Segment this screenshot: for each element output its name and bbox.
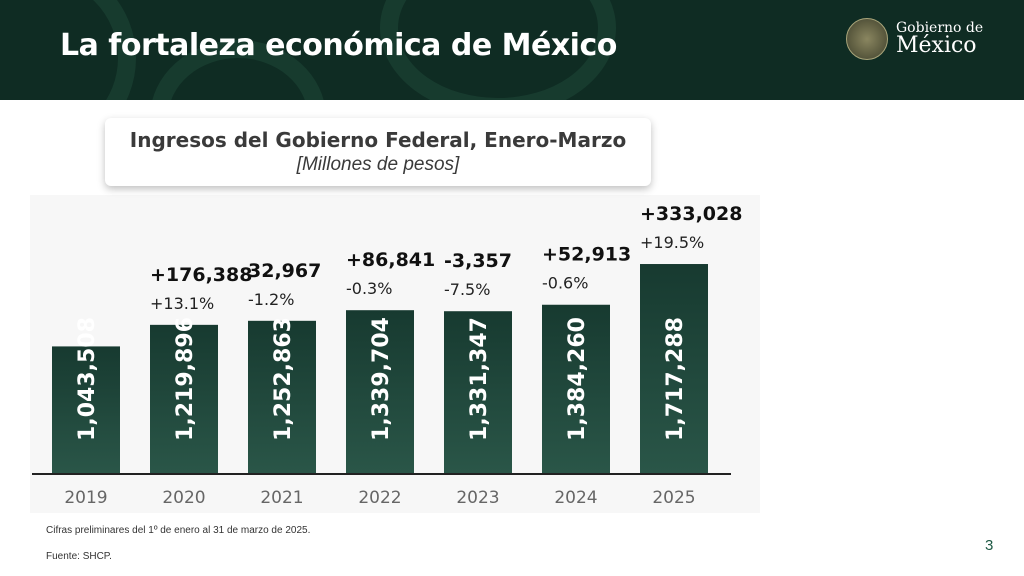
gobierno-logo: Gobierno de México — [846, 18, 983, 60]
page-title: La fortaleza económica de México — [60, 28, 617, 63]
change-label: +86,841 — [346, 249, 435, 271]
pct-change-label: -1.2% — [248, 290, 294, 309]
change-label: -3,357 — [444, 250, 512, 272]
bar-2019 — [52, 346, 120, 474]
pct-change-label: -7.5% — [444, 280, 490, 299]
pct-change-label: +13.1% — [150, 294, 214, 313]
bar-value-label: 1,384,260 — [565, 317, 590, 441]
bar-2024 — [542, 304, 610, 474]
bar-value-label: 1,252,863 — [271, 317, 296, 441]
header-banner: La fortaleza económica de México Gobiern… — [0, 0, 1024, 100]
logo-line2: México — [896, 33, 977, 58]
change-label: +176,388 — [150, 264, 252, 286]
bar-2025 — [640, 264, 708, 474]
x-tick-label: 2024 — [554, 488, 597, 508]
chart-title: Ingresos del Gobierno Federal, Enero-Mar… — [129, 128, 627, 152]
x-tick-label: 2020 — [162, 488, 205, 508]
x-tick-label: 2021 — [260, 488, 303, 508]
change-label: +52,913 — [542, 244, 631, 266]
bar-value-label: 1,043,508 — [75, 317, 100, 441]
bar-value-label: 1,339,704 — [369, 317, 394, 441]
source-note: Fuente: SHCP. — [46, 551, 112, 562]
pct-change-label: -0.6% — [542, 274, 588, 293]
logo-line1: Gobierno de — [896, 20, 984, 36]
bar-2021 — [248, 320, 316, 474]
change-label: +333,028 — [640, 203, 742, 225]
x-tick-label: 2019 — [64, 488, 107, 508]
chart-title-box: Ingresos del Gobierno Federal, Enero-Mar… — [105, 118, 651, 186]
national-seal-icon — [846, 18, 888, 60]
chart-subtitle: [Millones de pesos] — [296, 154, 460, 175]
pct-change-label: -0.3% — [346, 279, 392, 298]
change-label: 32,967 — [248, 260, 321, 282]
bar-value-label: 1,219,896 — [173, 317, 198, 441]
x-tick-label: 2025 — [652, 488, 695, 508]
x-tick-label: 2022 — [358, 488, 401, 508]
x-tick-label: 2023 — [456, 488, 499, 508]
bar-2022 — [346, 310, 414, 474]
bar-value-label: 1,331,347 — [467, 317, 492, 441]
page-number: 3 — [985, 537, 994, 554]
bar-2020 — [150, 324, 218, 474]
bar-value-label: 1,717,288 — [663, 317, 688, 441]
footnote: Cifras preliminares del 1º de enero al 3… — [46, 525, 311, 536]
bar-2023 — [444, 311, 512, 474]
pct-change-label: +19.5% — [640, 233, 704, 252]
